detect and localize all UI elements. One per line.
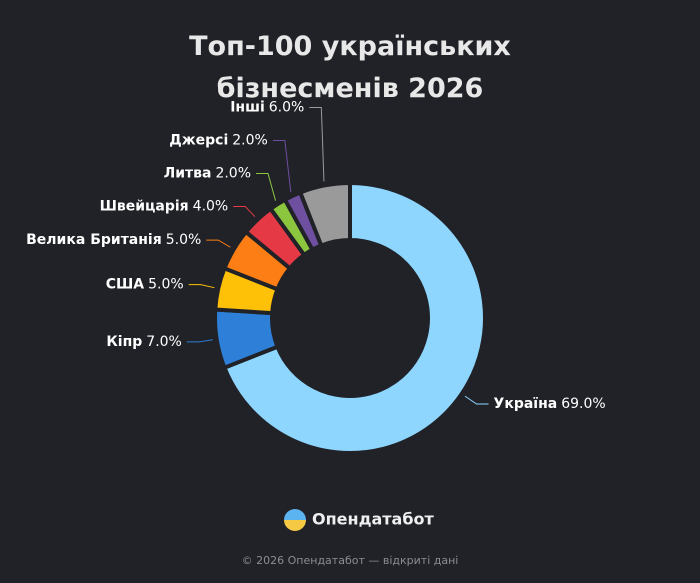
slice-label: Велика Британія 5.0% — [26, 232, 201, 248]
slice-label: Литва 2.0% — [164, 165, 251, 181]
slice-label: Україна 69.0% — [494, 396, 606, 412]
slice-label: Джерсі 2.0% — [169, 132, 268, 148]
brand-name: Опендатабот — [312, 510, 435, 529]
slice-name: Литва — [164, 165, 212, 181]
brand-logo — [284, 509, 306, 531]
slice-name: Кіпр — [106, 334, 142, 350]
leader-line — [233, 205, 256, 218]
footer: © 2026 Опендатабот — відкриті дані — [242, 554, 459, 567]
slice-name: США — [106, 277, 145, 293]
slice-value: 5.0% — [166, 232, 202, 248]
leader-line — [186, 339, 213, 343]
slice-value: 7.0% — [146, 334, 182, 350]
slice-value: 2.0% — [215, 165, 251, 181]
slice-label: Кіпр 7.0% — [106, 334, 182, 350]
leader-line — [464, 395, 489, 405]
donut-slice — [222, 181, 487, 455]
leader-line — [272, 139, 292, 193]
slice-value: 5.0% — [148, 277, 184, 293]
slice-value: 2.0% — [232, 132, 268, 148]
leader-line — [188, 284, 215, 289]
slice-label: Інші 6.0% — [230, 99, 304, 115]
slice-value: 4.0% — [193, 198, 229, 214]
leader-line — [309, 106, 325, 182]
slice-name: Джерсі — [169, 132, 228, 148]
slice-label: США 5.0% — [106, 277, 184, 293]
leader-line — [206, 239, 231, 248]
slice-value: 69.0% — [561, 396, 605, 412]
donut-slice — [298, 181, 352, 248]
chart-title: Топ-100 українських бізнесменів 2026 — [189, 31, 511, 104]
leader-line — [256, 172, 277, 201]
slice-name: Велика Британія — [26, 232, 162, 248]
slice-name: Швейцарія — [100, 198, 189, 214]
slice-value: 6.0% — [269, 99, 305, 115]
slice-label: Швейцарія 4.0% — [100, 198, 229, 214]
slice-name: Україна — [494, 396, 558, 412]
slice-name: Інші — [230, 99, 265, 115]
